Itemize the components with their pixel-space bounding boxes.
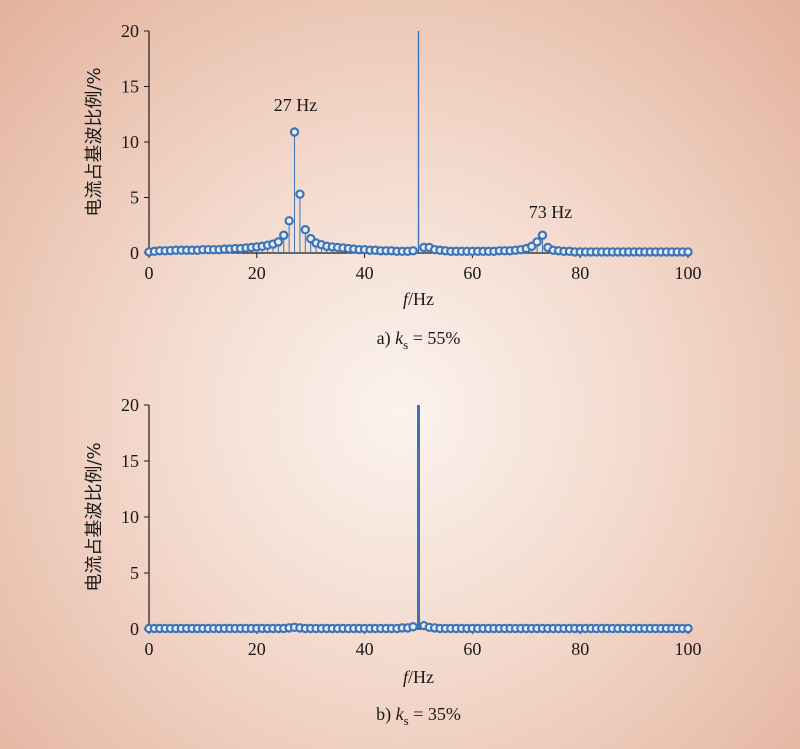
x-tick-label: 100 [675,639,702,659]
data-point [683,623,693,634]
data-point [683,247,693,257]
y-tick-label: 15 [121,77,139,97]
data-point [408,246,418,256]
panel-caption: b) ks = 35% [376,704,461,728]
peak-annotation: 27 Hz [274,95,318,115]
data-point [289,127,300,137]
x-tick-label: 60 [463,263,481,283]
y-tick-label: 10 [121,507,139,527]
y-tick-label: 0 [130,619,139,639]
panel-caption: a) ks = 55% [377,328,461,352]
chart-panel-b: 0 5 10 15 20 0 20 40 60 80 100 电流占基波比例/% f/Hz b) ks =… [84,395,702,728]
data-point [279,230,289,240]
data-point [532,237,542,247]
y-tick-label: 20 [121,21,139,41]
x-tick-label: 20 [248,263,266,283]
data-point [273,237,284,247]
data-point [284,216,294,226]
y-axis-label: 电流占基波比例/% [84,442,105,591]
x-tick-label: 0 [145,263,154,283]
chart-panel-a: 0 5 10 15 20 0 20 40 60 80 100 27 Hz 73 Hz 电流占基波比例/% f… [84,21,702,352]
x-tick-label: 100 [675,263,702,283]
y-tick-label: 15 [121,451,139,471]
x-tick-label: 60 [463,639,481,659]
x-tick-label: 20 [248,639,266,659]
y-tick-label: 5 [130,188,139,208]
x-axis-label: f/Hz [403,667,434,687]
x-tick-label: 40 [356,263,374,283]
x-tick-label: 80 [571,639,589,659]
y-tick-label: 5 [130,563,139,583]
x-axis-label: f/Hz [403,289,434,309]
data-point [408,622,418,632]
x-tick-label: 40 [356,639,374,659]
data-point [537,230,548,240]
y-tick-label: 10 [121,132,139,152]
data-point [300,224,311,235]
y-tick-label: 0 [130,243,139,263]
x-tick-label: 0 [145,639,154,659]
y-tick-label: 20 [121,395,139,415]
y-axis-label: 电流占基波比例/% [84,67,105,216]
data-point [295,189,305,199]
x-tick-label: 80 [571,263,589,283]
peak-annotation: 73 Hz [529,202,573,222]
